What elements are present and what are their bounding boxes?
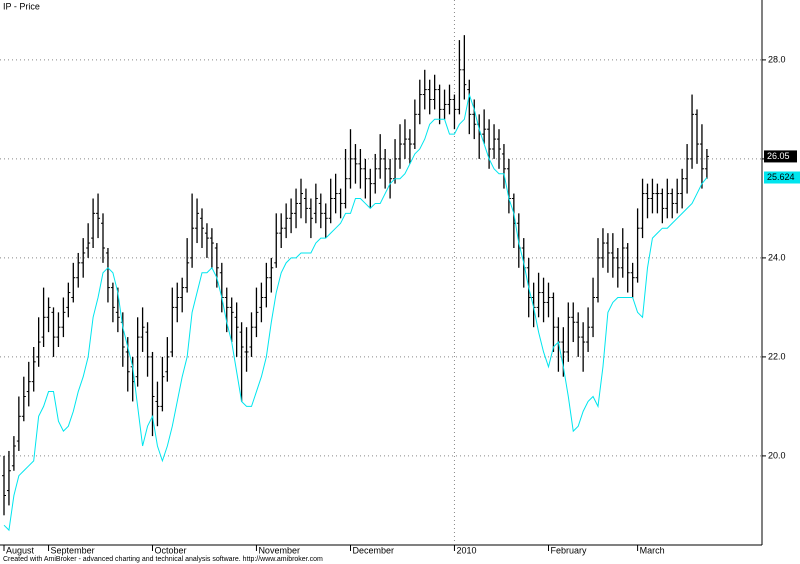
x-tick-label: November	[258, 545, 300, 555]
last-price-box	[764, 150, 797, 163]
x-tick-label: 2010	[456, 545, 476, 555]
y-tick-label: 22.0	[768, 351, 786, 361]
x-tick-label: August	[6, 545, 35, 555]
x-tick-label: March	[640, 545, 665, 555]
chart-title: IP - Price	[3, 1, 40, 11]
y-tick-label: 20.0	[768, 450, 786, 460]
x-tick-label: September	[51, 545, 95, 555]
footer: Created with AmiBroker - advanced charti…	[3, 556, 323, 563]
last-line-label: 25.624	[767, 172, 795, 182]
x-tick-label: December	[353, 545, 395, 555]
last-line-box	[764, 171, 800, 184]
indicator-line	[3, 92, 708, 532]
x-tick-label: October	[155, 545, 187, 555]
y-tick-label: 24.0	[768, 252, 786, 262]
last-price-label: 26.05	[767, 151, 790, 161]
x-tick-label: February	[551, 545, 588, 555]
y-tick-label: 28.0	[768, 54, 786, 64]
